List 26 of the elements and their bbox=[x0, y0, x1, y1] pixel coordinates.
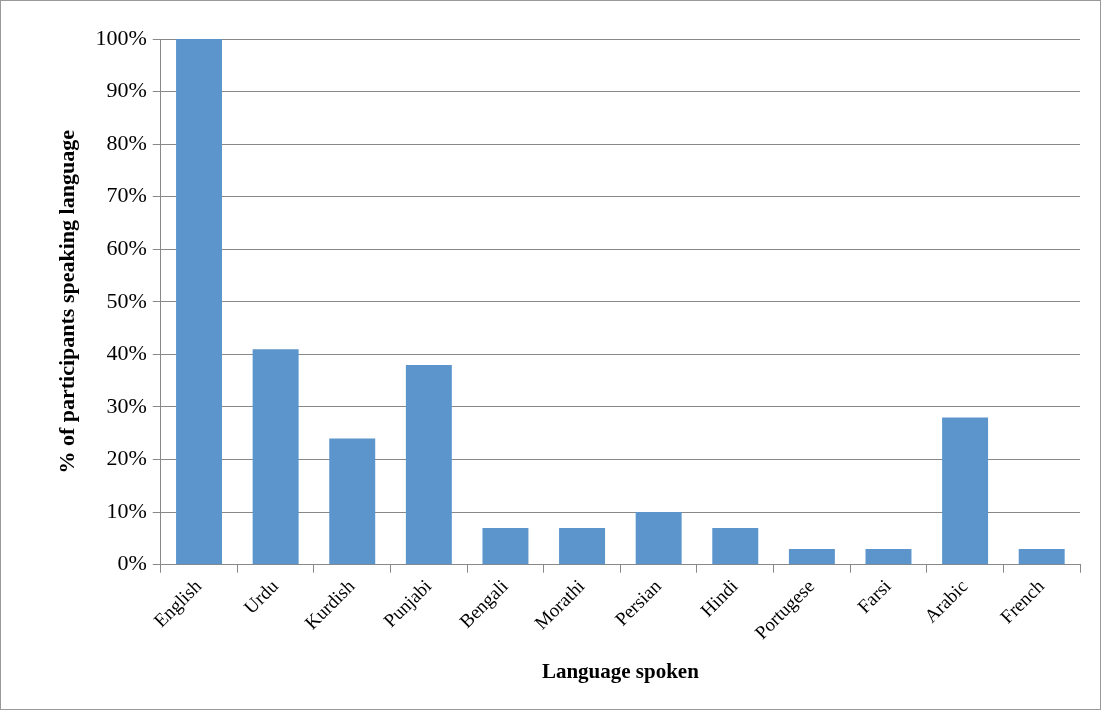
bar bbox=[788, 548, 835, 565]
y-tick-label: 20% bbox=[106, 445, 147, 471]
bar bbox=[712, 527, 759, 565]
bar bbox=[559, 527, 606, 565]
y-axis-title: % of participants speaking language bbox=[53, 129, 79, 474]
y-tick-label: 50% bbox=[106, 287, 147, 313]
y-tick-label: 40% bbox=[106, 340, 147, 366]
y-tick-label: 90% bbox=[106, 77, 147, 103]
bar bbox=[252, 349, 299, 565]
bar bbox=[635, 512, 682, 565]
bar bbox=[482, 527, 529, 565]
y-tick-label: 70% bbox=[106, 182, 147, 208]
bar bbox=[176, 39, 223, 565]
y-tick-label: 60% bbox=[106, 235, 147, 261]
bar bbox=[865, 548, 912, 565]
bar bbox=[405, 364, 452, 565]
x-tick-label: Urdu bbox=[239, 574, 283, 618]
y-tick-label: 0% bbox=[117, 550, 147, 576]
x-axis-title: Language spoken bbox=[541, 658, 700, 683]
y-tick-label: 30% bbox=[106, 392, 147, 418]
y-tick-label: 80% bbox=[106, 129, 147, 155]
y-tick-label: 100% bbox=[95, 24, 147, 50]
y-tick-label: 10% bbox=[106, 497, 147, 523]
bar bbox=[329, 438, 376, 565]
bar bbox=[942, 417, 989, 565]
bar bbox=[1018, 548, 1065, 565]
